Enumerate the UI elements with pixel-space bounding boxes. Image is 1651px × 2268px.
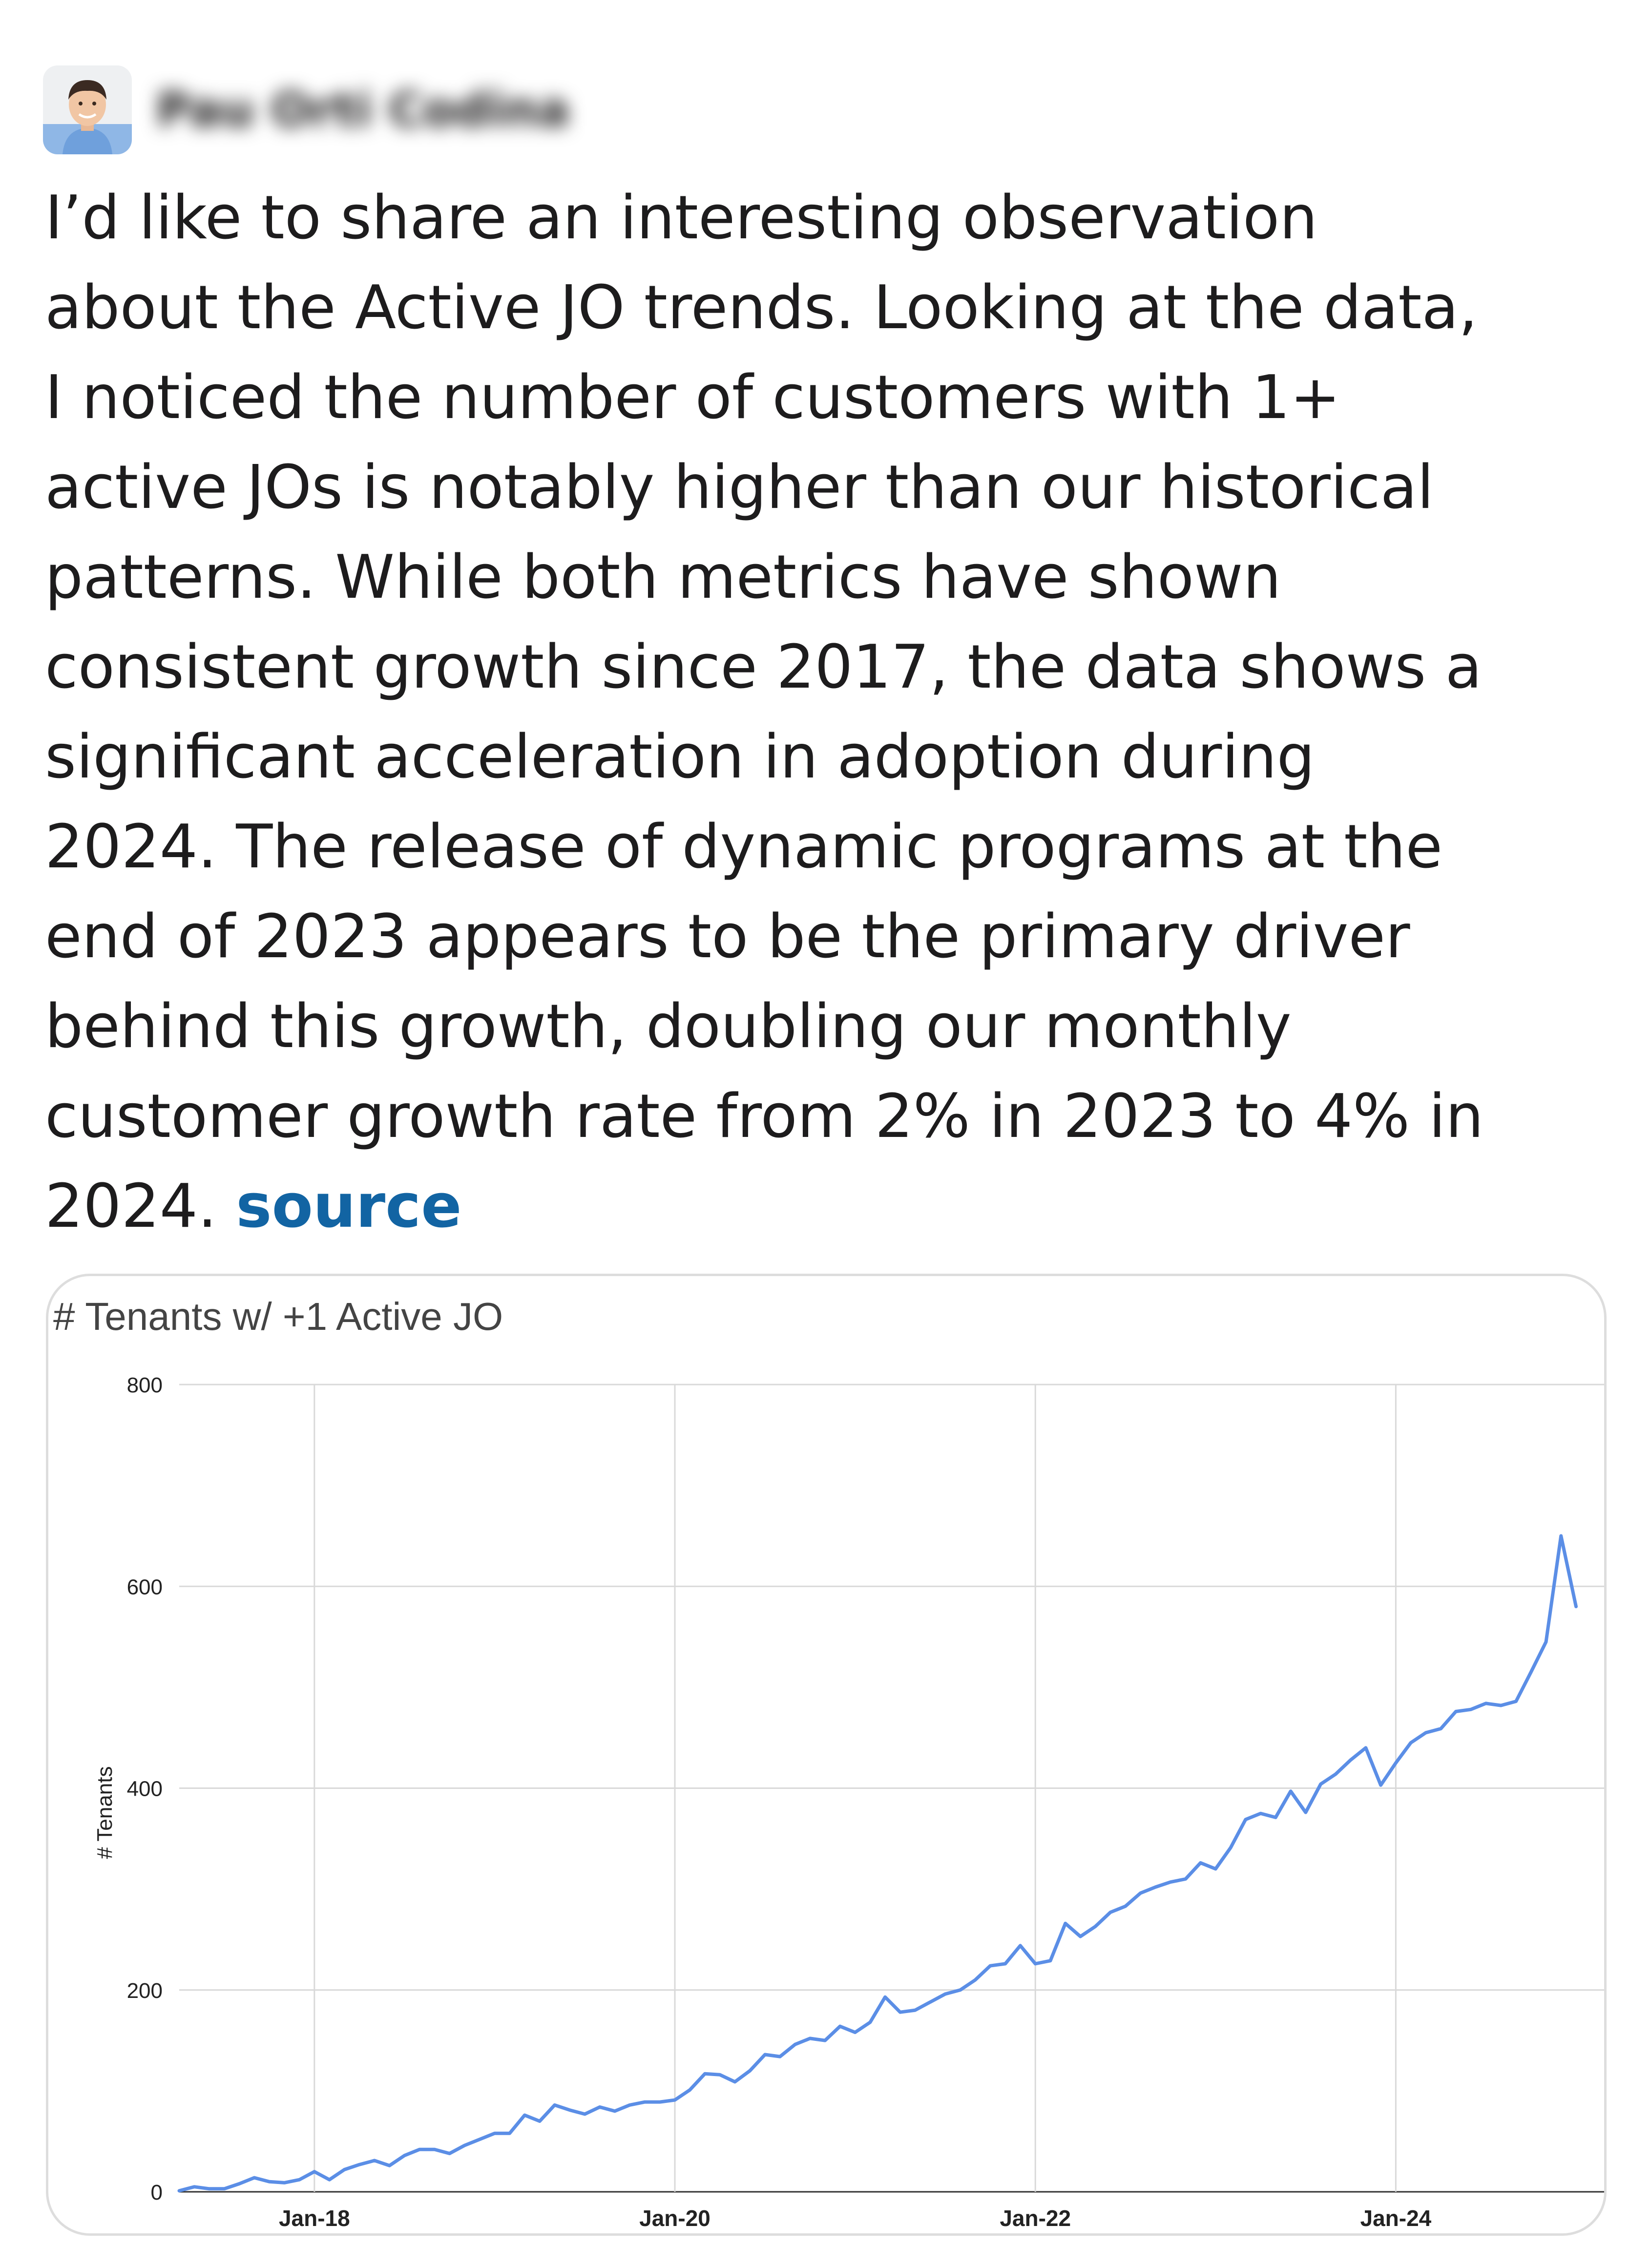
message-text: 2024.	[45, 1172, 236, 1241]
y-tick-label: 200	[127, 1979, 163, 2003]
x-tick-label: Jan-22	[1000, 2205, 1071, 2231]
chart-title: # Tenants w/ +1 Active JO	[53, 1295, 503, 1338]
y-tick-label: 600	[127, 1575, 163, 1599]
message-line: 2024. The release of dynamic programs at…	[45, 812, 1443, 882]
message-line: active JOs is notably higher than our hi…	[45, 453, 1434, 523]
message-header: Pau Orti Codina	[43, 63, 570, 156]
message-line: customer growth rate from 2% in 2023 to …	[45, 1082, 1484, 1152]
y-axis-ticks: 0 200 400 600 800	[127, 1373, 163, 2205]
source-link[interactable]: source	[236, 1172, 462, 1241]
message-line: I noticed the number of customers with 1…	[45, 363, 1340, 433]
y-tick-label: 400	[127, 1777, 163, 1801]
message-line: behind this growth, doubling our monthly	[45, 992, 1292, 1062]
avatar-image	[43, 65, 132, 154]
message-line: end of 2023 appears to be the primary dr…	[45, 902, 1410, 972]
message-line: patterns. While both metrics have shown	[45, 543, 1281, 612]
series-line	[177, 1534, 1578, 2193]
x-tick-label: Jan-18	[279, 2205, 350, 2231]
message-body: I’d like to share an interesting observa…	[45, 173, 1622, 1252]
x-axis-ticks: Jan-18 Jan-20 Jan-22 Jan-24	[279, 2205, 1432, 2231]
line-chart: # Tenants w/ +1 Active JO # Tenants 0 200…	[53, 1295, 1604, 2231]
y-tick-label: 0	[151, 2181, 163, 2205]
avatar[interactable]	[43, 65, 132, 154]
chart-attachment[interactable]: # Tenants w/ +1 Active JO # Tenants 0 200…	[46, 1274, 1607, 2236]
series-layer	[177, 1534, 1578, 2193]
message-line: significant acceleration in adoption dur…	[45, 722, 1315, 792]
chart-grid	[179, 1384, 1604, 2193]
message-line: about the Active JO trends. Looking at t…	[45, 273, 1478, 343]
x-tick-label: Jan-24	[1360, 2205, 1432, 2231]
sender-name[interactable]: Pau Orti Codina	[156, 83, 570, 137]
message-line: consistent growth since 2017, the data s…	[45, 632, 1482, 702]
y-axis-label: # Tenants	[93, 1766, 117, 1859]
x-tick-label: Jan-20	[639, 2205, 711, 2231]
message-line: I’d like to share an interesting observa…	[45, 183, 1318, 253]
message-line-last: 2024. source	[45, 1162, 1622, 1252]
y-tick-label: 800	[127, 1373, 163, 1397]
